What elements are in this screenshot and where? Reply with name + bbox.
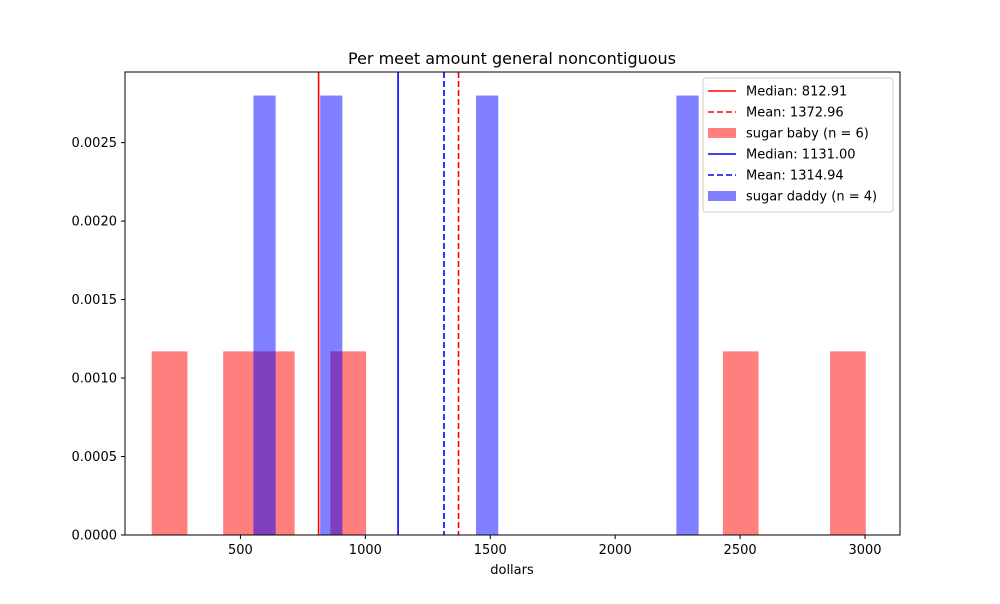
y-tick-label: 0.0000 <box>72 529 118 544</box>
y-tick-label: 0.0025 <box>72 136 118 151</box>
y-tick-label: 0.0005 <box>72 450 118 465</box>
bars-layer <box>151 95 866 536</box>
legend: Median: 812.91 Mean: 1372.96 sugar baby (n… <box>702 77 894 213</box>
legend-label: sugar daddy (n = 4) <box>746 190 877 205</box>
histogram-bar <box>722 351 759 535</box>
y-tick-label: 0.0015 <box>72 293 118 308</box>
histogram-bar <box>676 95 699 536</box>
y-tick-label: 0.0010 <box>72 372 118 387</box>
plot-frame <box>124 71 901 536</box>
legend-swatch <box>708 128 736 138</box>
histogram-bar <box>476 95 499 536</box>
legend-entry-series: sugar baby (n = 6) <box>708 127 869 142</box>
x-axis: 500 1000 1500 2000 2500 3000 <box>228 535 882 558</box>
x-axis-label: dollars <box>490 563 534 578</box>
y-tick-label: 0.0020 <box>72 215 118 230</box>
histogram-bar <box>830 351 866 535</box>
legend-swatch <box>708 191 736 201</box>
legend-entry-mean: Mean: 1314.94 <box>708 169 844 184</box>
chart-title: Per meet amount general noncontiguous <box>348 49 676 68</box>
legend-entry-mean: Mean: 1372.96 <box>708 106 844 121</box>
legend-entry-median: Median: 1131.00 <box>708 148 856 163</box>
x-tick-label: 1000 <box>349 543 382 558</box>
legend-label: Median: 1131.00 <box>746 148 856 163</box>
legend-label: sugar baby (n = 6) <box>746 127 869 142</box>
legend-entry-series: sugar daddy (n = 4) <box>708 190 877 205</box>
legend-label: Median: 812.91 <box>746 85 847 100</box>
x-tick-label: 500 <box>228 543 253 558</box>
legend-label: Mean: 1314.94 <box>746 169 844 184</box>
x-tick-label: 2000 <box>599 543 632 558</box>
stat-lines-layer <box>317 72 460 535</box>
x-tick-label: 1500 <box>474 543 507 558</box>
histogram-bar <box>253 95 276 536</box>
legend-label: Mean: 1372.96 <box>746 106 844 121</box>
histogram-bar <box>223 351 259 535</box>
histogram-bar <box>151 351 188 535</box>
y-axis: 0.0000 0.0005 0.0010 0.0015 0.0020 0.0025 <box>72 136 125 544</box>
x-tick-label: 2500 <box>724 543 757 558</box>
legend-box <box>702 77 894 213</box>
histogram-bar <box>320 95 343 536</box>
x-tick-label: 3000 <box>848 543 881 558</box>
legend-entry-median: Median: 812.91 <box>708 85 847 100</box>
